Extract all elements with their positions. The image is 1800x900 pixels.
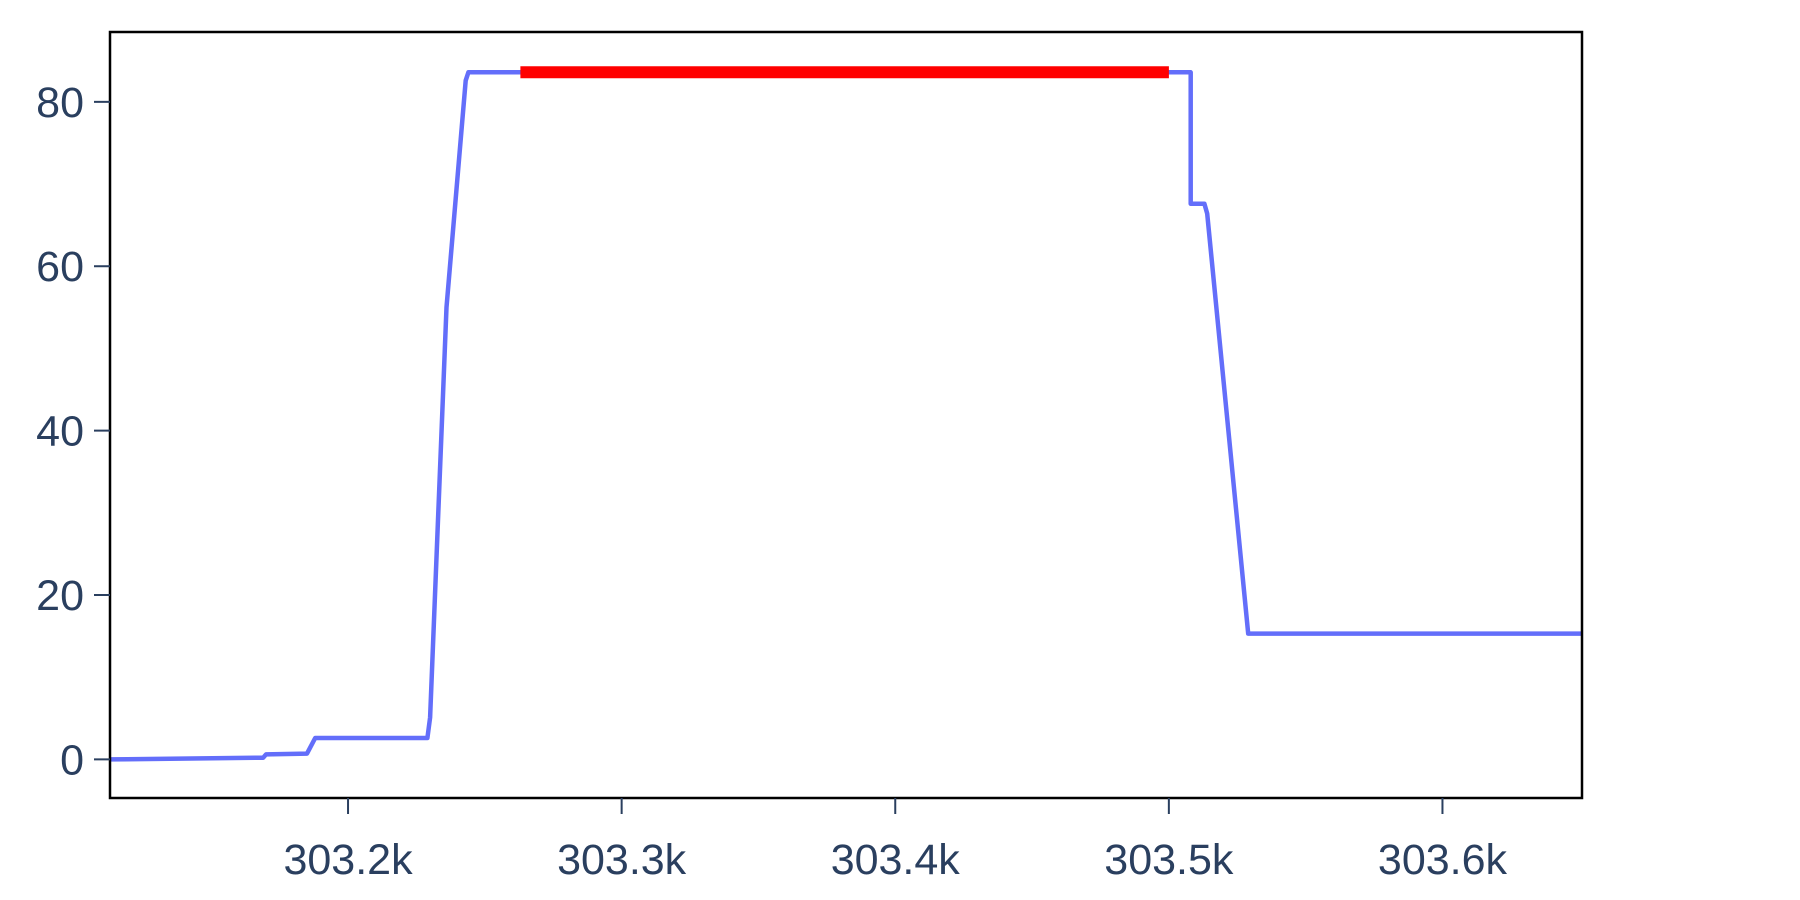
plot-frame bbox=[108, 30, 1584, 800]
y-tick-label: 0 bbox=[60, 736, 84, 784]
plot-background bbox=[110, 32, 1582, 798]
series-layer bbox=[109, 66, 1582, 762]
series-line bbox=[109, 70, 1582, 762]
x-tick-label: 303.5k bbox=[1104, 836, 1234, 884]
x-axis: 303.2k 303.3k 303.4k 303.5k 303.6k bbox=[283, 798, 1508, 884]
y-tick-label: 80 bbox=[36, 79, 84, 127]
y-tick-label: 20 bbox=[36, 572, 84, 620]
y-axis: 0 20 40 60 80 bbox=[36, 79, 110, 784]
x-tick-label: 303.2k bbox=[283, 836, 413, 884]
x-tick-label: 303.3k bbox=[557, 836, 687, 884]
x-tick-label: 303.6k bbox=[1378, 836, 1508, 884]
y-tick-label: 40 bbox=[36, 408, 84, 456]
y-tick-label: 60 bbox=[36, 243, 84, 291]
x-tick-label: 303.4k bbox=[831, 836, 961, 884]
